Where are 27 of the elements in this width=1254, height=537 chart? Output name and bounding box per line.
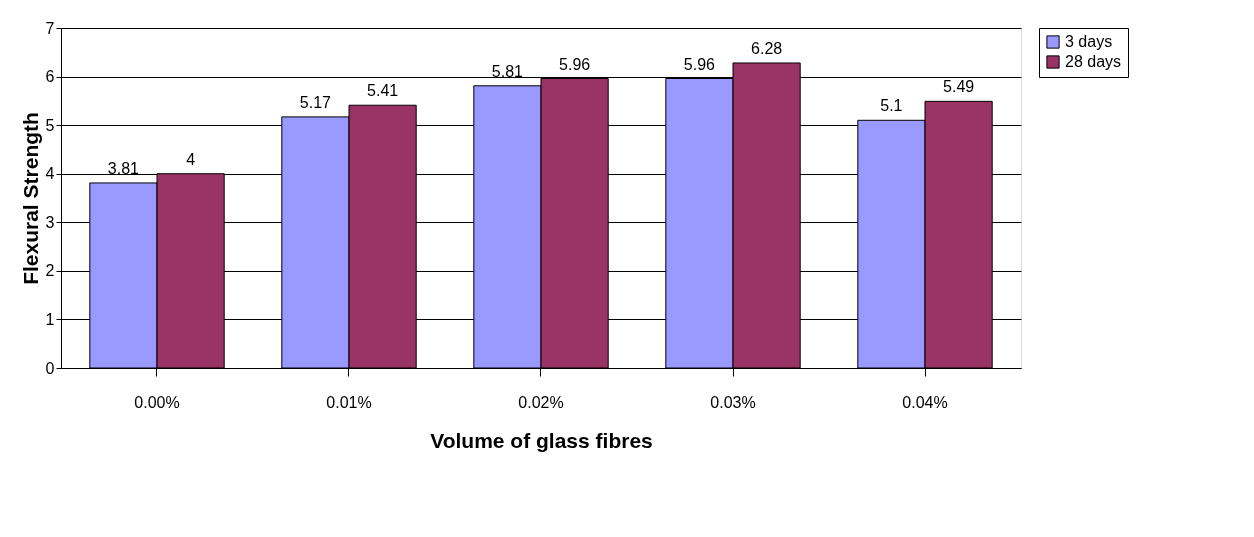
y-tick-label: 2 bbox=[45, 262, 55, 280]
data-label: 5.41 bbox=[367, 82, 399, 100]
x-tick-label: 0.00% bbox=[134, 393, 180, 411]
x-tick-label: 0.01% bbox=[326, 393, 372, 411]
y-tick-label: 6 bbox=[45, 68, 55, 86]
data-label: 5.96 bbox=[559, 55, 591, 73]
y-tick-label: 7 bbox=[45, 19, 55, 37]
data-label: 5.17 bbox=[299, 93, 332, 111]
data-label: 5.1 bbox=[880, 97, 903, 115]
data-label: 5.96 bbox=[683, 55, 716, 73]
y-tick-label: 4 bbox=[45, 165, 55, 183]
y-axis-title: Flexural Strength bbox=[18, 112, 42, 285]
y-tick-label: 5 bbox=[45, 116, 55, 134]
data-label: 6.28 bbox=[751, 39, 783, 57]
legend-label: 3 days bbox=[1065, 33, 1113, 50]
y-tick-label: 3 bbox=[45, 213, 55, 231]
data-label: 5.49 bbox=[943, 78, 975, 96]
y-tick-label: 0 bbox=[45, 359, 55, 377]
x-tick-label: 0.04% bbox=[902, 393, 948, 411]
y-tick-label: 1 bbox=[45, 310, 55, 328]
legend-label: 28 days bbox=[1065, 53, 1122, 70]
data-label: 3.81 bbox=[107, 159, 140, 177]
x-axis-title: Volume of glass fibres bbox=[430, 428, 653, 452]
x-tick-label: 0.03% bbox=[710, 393, 756, 411]
data-label: 4 bbox=[186, 150, 196, 168]
data-label: 5.81 bbox=[491, 62, 524, 80]
x-tick-label: 0.02% bbox=[518, 393, 564, 411]
